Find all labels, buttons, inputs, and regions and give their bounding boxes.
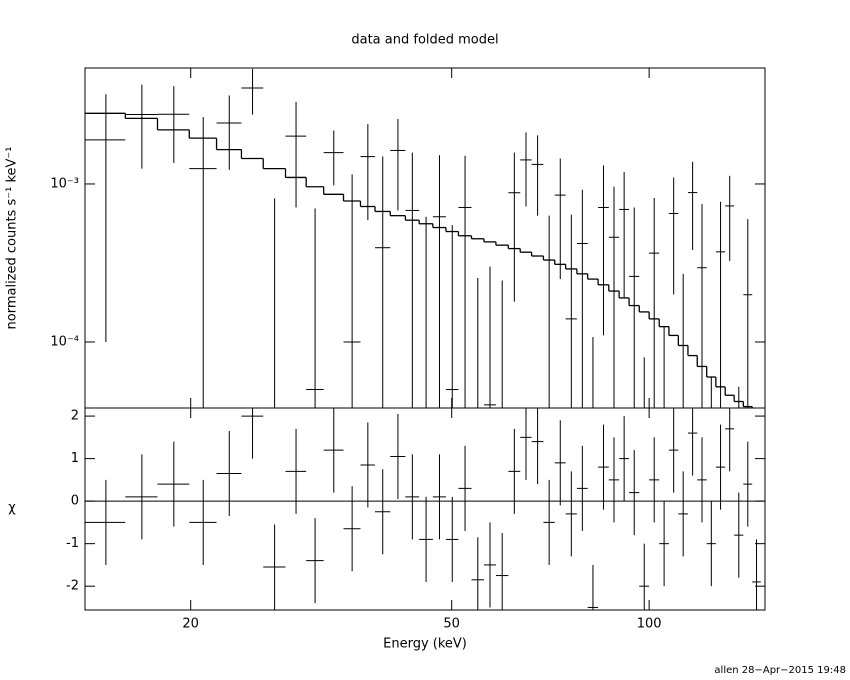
y-axis-label: χ bbox=[8, 501, 16, 516]
x-tick-label: 20 bbox=[182, 617, 199, 632]
x-tick-label: 100 bbox=[637, 617, 662, 632]
residual-panel bbox=[85, 408, 765, 610]
y-tick-label: 10⁻³ bbox=[50, 176, 79, 191]
y-tick-label: 2 bbox=[71, 409, 79, 424]
y-tick-label: -2 bbox=[66, 579, 79, 594]
y-tick-label: 10⁻⁴ bbox=[50, 334, 79, 349]
y-tick-label: 1 bbox=[71, 451, 79, 466]
spectrum-panel bbox=[85, 68, 761, 408]
chart-title: data and folded model bbox=[351, 33, 498, 48]
y-tick-label: 0 bbox=[71, 494, 79, 509]
x-tick-label: 50 bbox=[443, 617, 460, 632]
y-tick-label: -1 bbox=[66, 536, 79, 551]
top-frame bbox=[84, 67, 766, 409]
footer: allen 28−Apr−2015 19:48 bbox=[714, 665, 846, 676]
x-axis-label: Energy (keV) bbox=[383, 637, 467, 652]
y-axis-label: normalized counts s⁻¹ keV⁻¹ bbox=[5, 147, 20, 330]
bottom-frame bbox=[84, 407, 766, 611]
axes: 10⁻³ 10⁻⁴ -2 -1 0 1 2 20 50 100 bbox=[50, 68, 765, 632]
